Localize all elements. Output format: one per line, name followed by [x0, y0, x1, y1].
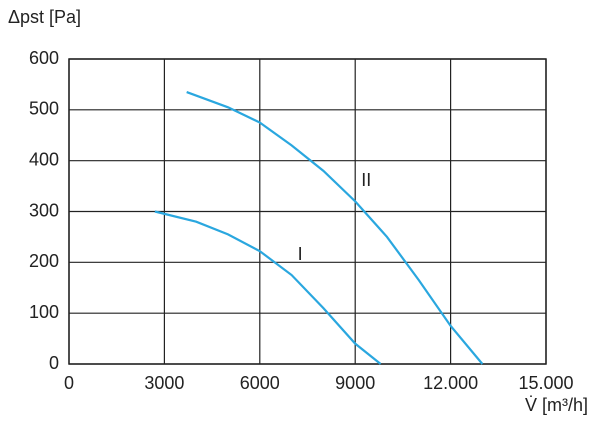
y-tick-label: 300 [29, 200, 59, 220]
y-tick-label: 0 [49, 353, 59, 373]
y-tick-label: 200 [29, 251, 59, 271]
x-tick-label: 0 [64, 373, 74, 393]
x-tick-label: 12.000 [423, 373, 478, 393]
curve [154, 210, 382, 365]
x-tick-label: 6000 [240, 373, 280, 393]
y-tick-label: 100 [29, 302, 59, 322]
x-tick-label: 3000 [144, 373, 184, 393]
curve-label: I [298, 244, 303, 264]
y-axis-label: Δpst [Pa] [8, 7, 81, 27]
y-tick-label: 600 [29, 48, 59, 68]
curve-label: II [361, 170, 371, 190]
y-tick-label: 500 [29, 99, 59, 119]
x-tick-label: 9000 [335, 373, 375, 393]
y-tick-label: 400 [29, 149, 59, 169]
curve [186, 91, 484, 365]
x-axis-label: V̇ [m³/h] [525, 395, 588, 415]
x-tick-label: 15.000 [518, 373, 573, 393]
plot-frame [68, 58, 547, 365]
